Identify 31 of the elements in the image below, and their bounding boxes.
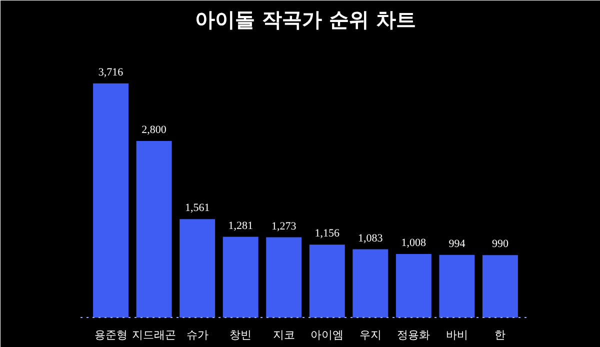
data-label: 1,561 [184,202,210,214]
data-label: 1,273 [271,220,297,232]
x-tick-label: 한 [494,328,506,342]
x-tick-label: 정용화 [397,328,430,342]
bar [352,249,388,318]
bar [439,254,475,318]
x-tick-label: 지코 [272,328,295,342]
data-label: 994 [448,238,466,250]
data-label: 3,716 [98,66,124,78]
x-tick-label: 우지 [359,328,382,342]
x-tick-label: 슈가 [186,328,208,342]
x-tick-label: 지드래곤 [132,328,176,342]
bar [482,255,518,318]
bar [136,141,172,318]
data-label: 1,083 [358,232,384,244]
bar [180,219,216,318]
bar [93,83,129,318]
data-label: 1,008 [401,236,427,249]
x-tick-label: 창빈 [230,328,252,342]
data-label: 1,156 [314,228,340,240]
bar [309,244,345,318]
chart-title: 아이돌 작곡가 순위 차트 [195,8,416,32]
data-label: 990 [492,238,509,250]
bar [266,237,302,318]
x-tick-label: 아이엠 [310,328,344,342]
x-tick-label: 용준형 [94,328,128,342]
data-label: 2,800 [142,124,167,136]
bar [222,236,258,318]
data-label: 1,281 [228,220,253,232]
bar [396,254,432,318]
x-tick-label: 바비 [446,328,468,342]
